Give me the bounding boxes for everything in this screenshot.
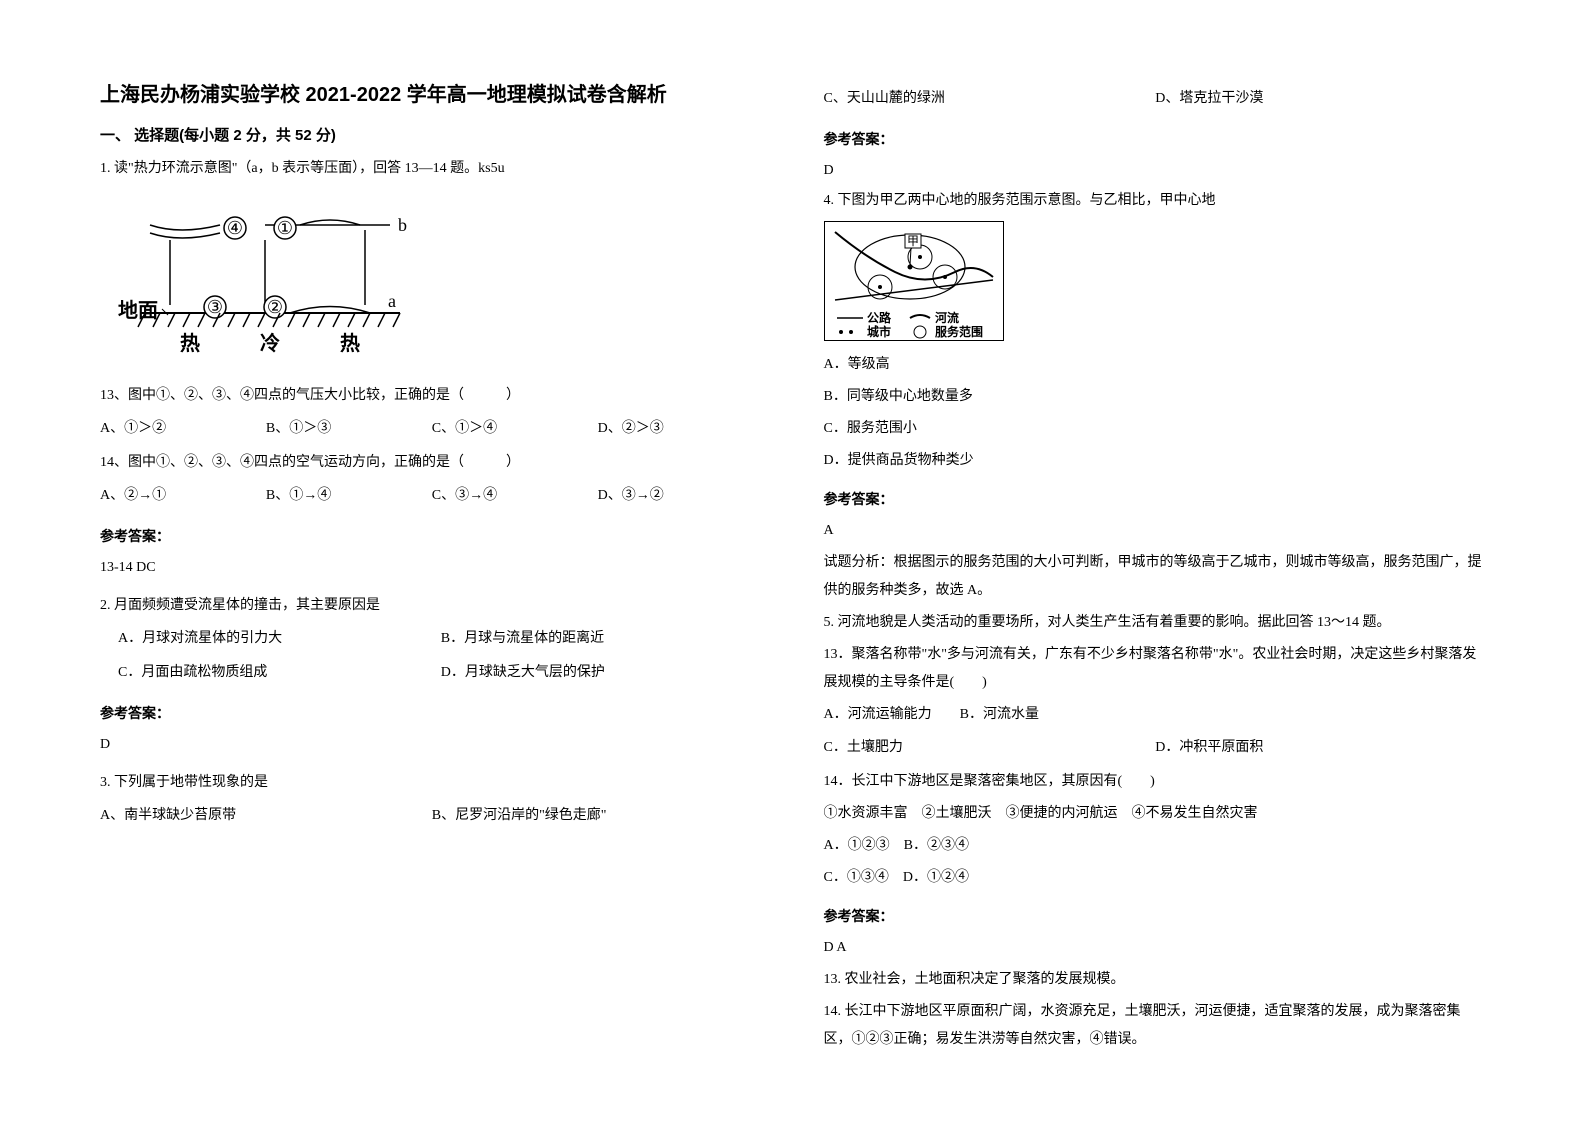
q1-sub13-options: A、①＞② B、①＞③ C、①＞④ D、②＞③ (100, 414, 764, 445)
q5-sub13-opt-d: D．冲积平原面积 (1155, 733, 1487, 764)
diagram-label-3: ③ (207, 297, 223, 317)
q5-sub14-opt-b: B．②③④ (904, 838, 969, 853)
q1-diagram: ④ ① b ③ ② a 地面 (110, 195, 764, 370)
diagram-label-b: b (398, 215, 407, 235)
q5-sub14-opt-d: D．①②④ (903, 870, 969, 885)
q5-answer-heading: 参考答案： (824, 906, 1488, 926)
q1-answer-heading: 参考答案： (100, 526, 764, 546)
q1-sub13-opt-d: D、②＞③ (598, 414, 764, 445)
legend-city: 城市 (867, 324, 891, 339)
legend-river: 河流 (934, 310, 959, 325)
document-title: 上海民办杨浦实验学校 2021-2022 学年高一地理模拟试卷含解析 (100, 80, 764, 110)
q5-sub13: 13．聚落名称带"水"多与河流有关，广东有不少乡村聚落名称带"水"。农业社会时期… (824, 641, 1488, 697)
q4-opt-b: B．同等级中心地数量多 (824, 383, 1488, 411)
q4-opt-d: D．提供商品货物种类少 (824, 447, 1488, 475)
left-column: 上海民办杨浦实验学校 2021-2022 学年高一地理模拟试卷含解析 一、 选择… (100, 80, 764, 1058)
q2-opt-b: B．月球与流星体的距离近 (441, 624, 764, 655)
q3-opt-a: A、南半球缺少苔原带 (100, 801, 432, 832)
q5-explain2: 14. 长江中下游地区平原面积广阔，水资源充足，土壤肥沃，河运便捷，适宜聚落的发… (824, 998, 1488, 1054)
q5-stem: 5. 河流地貌是人类活动的重要场所，对人类生产生活有着重要的影响。据此回答 13… (824, 609, 1488, 637)
q3-opt-c: C、天山山麓的绿洲 (824, 84, 1156, 115)
q5-sub14-opt-c: C．①③④ (824, 870, 889, 885)
q5-sub14: 14．长江中下游地区是聚落密集地区，其原因有( ) (824, 768, 1488, 796)
q3-stem: 3. 下列属于地带性现象的是 (100, 769, 764, 797)
q2-options-row2: C．月面由疏松物质组成 D．月球缺乏大气层的保护 (100, 658, 764, 689)
diagram-label-a: a (388, 291, 396, 311)
q2-options-row1: A．月球对流星体的引力大 B．月球与流星体的距离近 (100, 624, 764, 655)
q4-opt-a: A．等级高 (824, 351, 1488, 379)
q1-answer: 13-14 DC (100, 554, 764, 582)
q5-sub13-opts-line1: A．河流运输能力 B．河流水量 (824, 701, 1488, 729)
section-heading: 一、 选择题(每小题 2 分，共 52 分) (100, 124, 764, 145)
legend-road: 公路 (867, 310, 892, 325)
q1-sub13: 13、图中①、②、③、④四点的气压大小比较，正确的是（ ） (100, 382, 764, 410)
q1-sub14: 14、图中①、②、③、④四点的空气运动方向，正确的是（ ） (100, 449, 764, 477)
q5-sub14-opts-line1: A．①②③ B．②③④ (824, 832, 1488, 860)
q5-sub14-opts-line2: C．①③④ D．①②④ (824, 864, 1488, 892)
diagram-hot-left: 热 (180, 332, 200, 355)
q5-sub13-opt-b: B．河流水量 (960, 707, 1039, 722)
q3-answer: D (824, 157, 1488, 185)
q1-sub14-opt-a: A、②→① (100, 481, 266, 512)
diagram-label-1: ① (277, 218, 293, 238)
q1-sub14-opt-b: B、①→④ (266, 481, 432, 512)
q2-answer: D (100, 731, 764, 759)
q1-sub14-opt-d: D、③→② (598, 481, 764, 512)
q4-diagram: 甲 公路 河流 城市 服务范围 (824, 221, 1004, 341)
q5-answer: D A (824, 934, 1488, 962)
q4-explain: 试题分析：根据图示的服务范围的大小可判断，甲城市的等级高于乙城市，则城市等级高，… (824, 549, 1488, 605)
q2-opt-d: D．月球缺乏大气层的保护 (441, 658, 764, 689)
q1-sub13-opt-a: A、①＞② (100, 414, 266, 445)
diagram-label-2: ② (267, 297, 283, 317)
q3-opt-d: D、塔克拉干沙漠 (1155, 84, 1487, 115)
q1-sub14-opt-c: C、③→④ (432, 481, 598, 512)
q5-sub13-opts-line2: C．土壤肥力 D．冲积平原面积 (824, 733, 1488, 764)
q1-sub13-opt-b: B、①＞③ (266, 414, 432, 445)
q1-sub14-options: A、②→① B、①→④ C、③→④ D、③→② (100, 481, 764, 512)
q4-answer-heading: 参考答案： (824, 489, 1488, 509)
diagram-surface-label: 地面 (118, 299, 158, 322)
q5-sub14-opt-a: A．①②③ (824, 838, 890, 853)
q4-jia-label: 甲 (906, 234, 918, 248)
q2-answer-heading: 参考答案： (100, 703, 764, 723)
diagram-hot-right: 热 (340, 332, 360, 355)
diagram-label-4: ④ (227, 218, 243, 238)
q2-stem: 2. 月面频频遭受流星体的撞击，其主要原因是 (100, 592, 764, 620)
q4-answer: A (824, 517, 1488, 545)
q1-sub13-opt-c: C、①＞④ (432, 414, 598, 445)
q5-explain1: 13. 农业社会，土地面积决定了聚落的发展规模。 (824, 966, 1488, 994)
q5-sub13-opt-a: A．河流运输能力 (824, 707, 932, 722)
q3-answer-heading: 参考答案： (824, 129, 1488, 149)
q4-opt-c: C．服务范围小 (824, 415, 1488, 443)
q4-stem: 4. 下图为甲乙两中心地的服务范围示意图。与乙相比，甲中心地 (824, 187, 1488, 215)
page: 上海民办杨浦实验学校 2021-2022 学年高一地理模拟试卷含解析 一、 选择… (100, 80, 1487, 1058)
diagram-cold: 冷 (260, 331, 280, 355)
q3-opt-b: B、尼罗河沿岸的"绿色走廊" (432, 801, 764, 832)
legend-range: 服务范围 (935, 324, 983, 339)
q5-sub14-items: ①水资源丰富 ②土壤肥沃 ③便捷的内河航运 ④不易发生自然灾害 (824, 800, 1488, 828)
q2-opt-c: C．月面由疏松物质组成 (118, 658, 441, 689)
q3-options-row1: A、南半球缺少苔原带 B、尼罗河沿岸的"绿色走廊" (100, 801, 764, 832)
q5-sub13-opt-c: C．土壤肥力 (824, 733, 1156, 764)
q3-options-row2: C、天山山麓的绿洲 D、塔克拉干沙漠 (824, 84, 1488, 115)
q2-opt-a: A．月球对流星体的引力大 (118, 624, 441, 655)
q1-stem: 1. 读"热力环流示意图"（a，b 表示等压面），回答 13—14 题。ks5u (100, 155, 764, 183)
right-column: C、天山山麓的绿洲 D、塔克拉干沙漠 参考答案： D 4. 下图为甲乙两中心地的… (824, 80, 1488, 1058)
